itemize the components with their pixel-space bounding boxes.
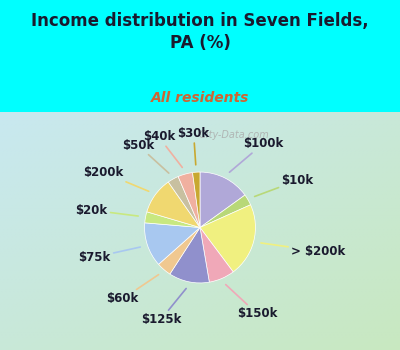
Wedge shape (192, 172, 200, 228)
Wedge shape (200, 195, 250, 228)
Text: $75k: $75k (79, 247, 140, 264)
Wedge shape (144, 223, 200, 264)
Text: City-Data.com: City-Data.com (196, 131, 269, 140)
Wedge shape (170, 228, 209, 283)
Text: $20k: $20k (76, 204, 138, 217)
Wedge shape (147, 182, 200, 228)
Text: $50k: $50k (122, 139, 169, 173)
Wedge shape (168, 176, 200, 228)
Text: $40k: $40k (143, 131, 182, 167)
Text: $100k: $100k (230, 137, 283, 172)
Text: All residents: All residents (151, 91, 249, 105)
Wedge shape (200, 228, 233, 282)
Wedge shape (145, 212, 200, 228)
Text: $60k: $60k (106, 275, 158, 305)
Wedge shape (178, 173, 200, 228)
Wedge shape (200, 205, 256, 272)
Text: $200k: $200k (84, 166, 149, 191)
Text: $10k: $10k (255, 174, 314, 196)
Text: > $200k: > $200k (261, 243, 345, 258)
Text: $150k: $150k (226, 285, 278, 320)
Wedge shape (158, 228, 200, 274)
Text: $125k: $125k (141, 288, 186, 326)
Text: $30k: $30k (178, 127, 210, 165)
Text: Income distribution in Seven Fields,
PA (%): Income distribution in Seven Fields, PA … (31, 12, 369, 52)
Wedge shape (200, 172, 245, 228)
